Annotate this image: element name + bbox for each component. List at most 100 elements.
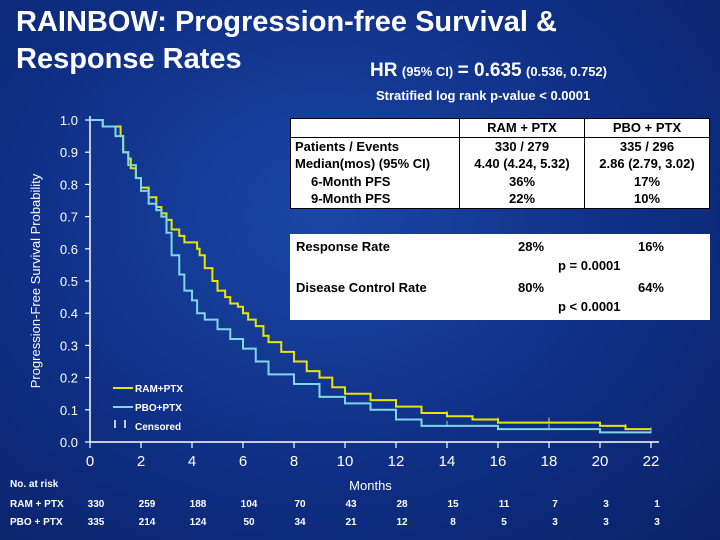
row-label-patients: Patients / Events (295, 138, 400, 154)
ram-6m: 36% (508, 173, 536, 189)
risk-value: 259 (139, 499, 156, 510)
risk-value: 335 (88, 517, 105, 528)
hr-value: = 0.635 (457, 60, 522, 81)
y-tick-label: 0.4 (60, 306, 78, 321)
row-label-6m: 6-Month PFS (311, 173, 391, 189)
risk-value: 3 (654, 517, 660, 528)
pbo-6m: 17% (633, 173, 661, 189)
risk-value: 124 (190, 517, 207, 528)
dcr-pvalue-row: p < 0.0001 (296, 298, 704, 316)
risk-value: 330 (88, 499, 105, 510)
risk-row-label: RAM + PTX (10, 499, 64, 510)
risk-table-title: No. at risk (10, 479, 59, 490)
ram-values: 330 / 279 4.40 (4.24, 5.32) 36% 22% (459, 136, 585, 209)
risk-value: 7 (552, 499, 558, 510)
table-row-label: Patients / Events Median(mos) (95% CI) 6… (290, 136, 460, 209)
ram-9m: 22% (508, 191, 536, 206)
y-tick-label: 0.1 (60, 403, 78, 418)
dcr-label: Disease Control Rate (296, 280, 427, 295)
col-header-pbo: PBO + PTX (584, 118, 710, 138)
rr-pvalue: p = 0.0001 (558, 258, 621, 273)
hazard-ratio: HR (95% CI) = 0.635 (0.536, 0.752) (370, 60, 607, 82)
rr-ram: 28% (518, 239, 545, 254)
risk-value: 70 (294, 499, 306, 510)
risk-value: 3 (603, 499, 609, 510)
y-tick-label: 0.5 (60, 274, 78, 289)
x-tick-label: 14 (439, 453, 456, 470)
rr-label: Response Rate (296, 239, 390, 254)
y-tick-label: 1.0 (60, 113, 78, 128)
dcr-row: Disease Control Rate 80% 64% (296, 279, 704, 297)
x-tick-label: 10 (337, 453, 354, 470)
title-line-2: Response Rates (16, 43, 242, 75)
risk-value: 21 (345, 517, 357, 528)
x-tick-label: 16 (490, 453, 507, 470)
page-title: RAINBOW: Progression-free Survival & Res… (16, 4, 557, 78)
risk-value: 8 (450, 517, 456, 528)
pbo-values: 335 / 296 2.86 (2.79, 3.02) 17% 10% (584, 136, 710, 209)
rr-pvalue-row: p = 0.0001 (296, 257, 704, 275)
table-corner (290, 118, 460, 138)
response-rate-box: Response Rate 28% 16% p = 0.0001 Disease… (290, 234, 710, 320)
log-rank-pvalue: Stratified log rank p-value < 0.0001 (376, 88, 591, 103)
risk-value: 12 (396, 517, 408, 528)
pfs-summary-table: RAM + PTX PBO + PTX Patients / Events Me… (290, 118, 710, 209)
y-tick-label: 0.3 (60, 338, 78, 353)
dcr-pvalue: p < 0.0001 (558, 299, 621, 314)
x-tick-label: 22 (643, 453, 660, 470)
x-axis-label: Months (349, 478, 392, 493)
hr-ci-label: (95% CI) (401, 64, 454, 79)
risk-value: 34 (294, 517, 306, 528)
dcr-pbo: 64% (637, 280, 664, 295)
risk-value: 104 (241, 499, 258, 510)
hr-ci: (0.536, 0.752) (526, 64, 607, 79)
y-tick-label: 0.9 (60, 145, 78, 160)
x-tick-label: 18 (541, 453, 558, 470)
x-tick-label: 4 (188, 453, 196, 470)
risk-value: 1 (654, 499, 660, 510)
legend-label-0: RAM+PTX (135, 384, 183, 395)
hr-label: HR (370, 60, 398, 81)
legend-label-1: PBO+PTX (135, 403, 182, 414)
risk-value: 11 (499, 499, 510, 510)
y-tick-label: 0.0 (60, 435, 78, 450)
ram-median: 4.40 (4.24, 5.32) (474, 156, 570, 171)
dcr-ram: 80% (518, 280, 545, 295)
km-curve-pbo (90, 119, 651, 434)
risk-value: 3 (552, 517, 558, 528)
pbo-median: 2.86 (2.79, 3.02) (599, 156, 695, 171)
rr-pbo: 16% (637, 239, 664, 254)
risk-value: 28 (396, 499, 408, 510)
ram-patients: 330 / 279 (494, 138, 550, 154)
risk-value: 5 (501, 517, 507, 528)
risk-value: 3 (603, 517, 609, 528)
y-tick-label: 0.6 (60, 242, 78, 257)
chart-curves (90, 119, 652, 434)
x-tick-label: 20 (592, 453, 609, 470)
y-tick-label: 0.8 (60, 177, 78, 192)
pbo-patients: 335 / 296 (619, 138, 675, 154)
col-header-ram: RAM + PTX (459, 118, 585, 138)
row-label-9m: 9-Month PFS (311, 191, 391, 206)
y-tick-label: 0.7 (60, 210, 78, 225)
risk-value: 50 (243, 517, 255, 528)
x-tick-label: 12 (388, 453, 405, 470)
response-rate-row: Response Rate 28% 16% (296, 238, 704, 256)
chart-axes: 0.0 0.1 0.2 0.3 0.4 0.5 0.6 0.7 0.8 0.9 1.0 0 2 4 6 8 10… (28, 113, 659, 493)
row-label-median: Median(mos) (95% CI) (295, 156, 431, 171)
risk-value: 214 (139, 517, 156, 528)
legend-label-censored: Censored (135, 422, 181, 433)
chart-legend: RAM+PTX PBO+PTX Censored (113, 384, 183, 433)
risk-row-label: PBO + PTX (10, 517, 63, 528)
y-tick-label: 0.2 (60, 371, 78, 386)
title-line-1: RAINBOW: Progression-free Survival & (16, 6, 557, 38)
x-tick-label: 6 (239, 453, 247, 470)
x-tick-label: 8 (290, 453, 298, 470)
y-axis-label: Progression-Free Survival Probability (28, 173, 43, 388)
risk-value: 188 (190, 499, 207, 510)
x-tick-label: 2 (137, 453, 145, 470)
risk-value: 15 (447, 499, 459, 510)
risk-value: 43 (345, 499, 357, 510)
